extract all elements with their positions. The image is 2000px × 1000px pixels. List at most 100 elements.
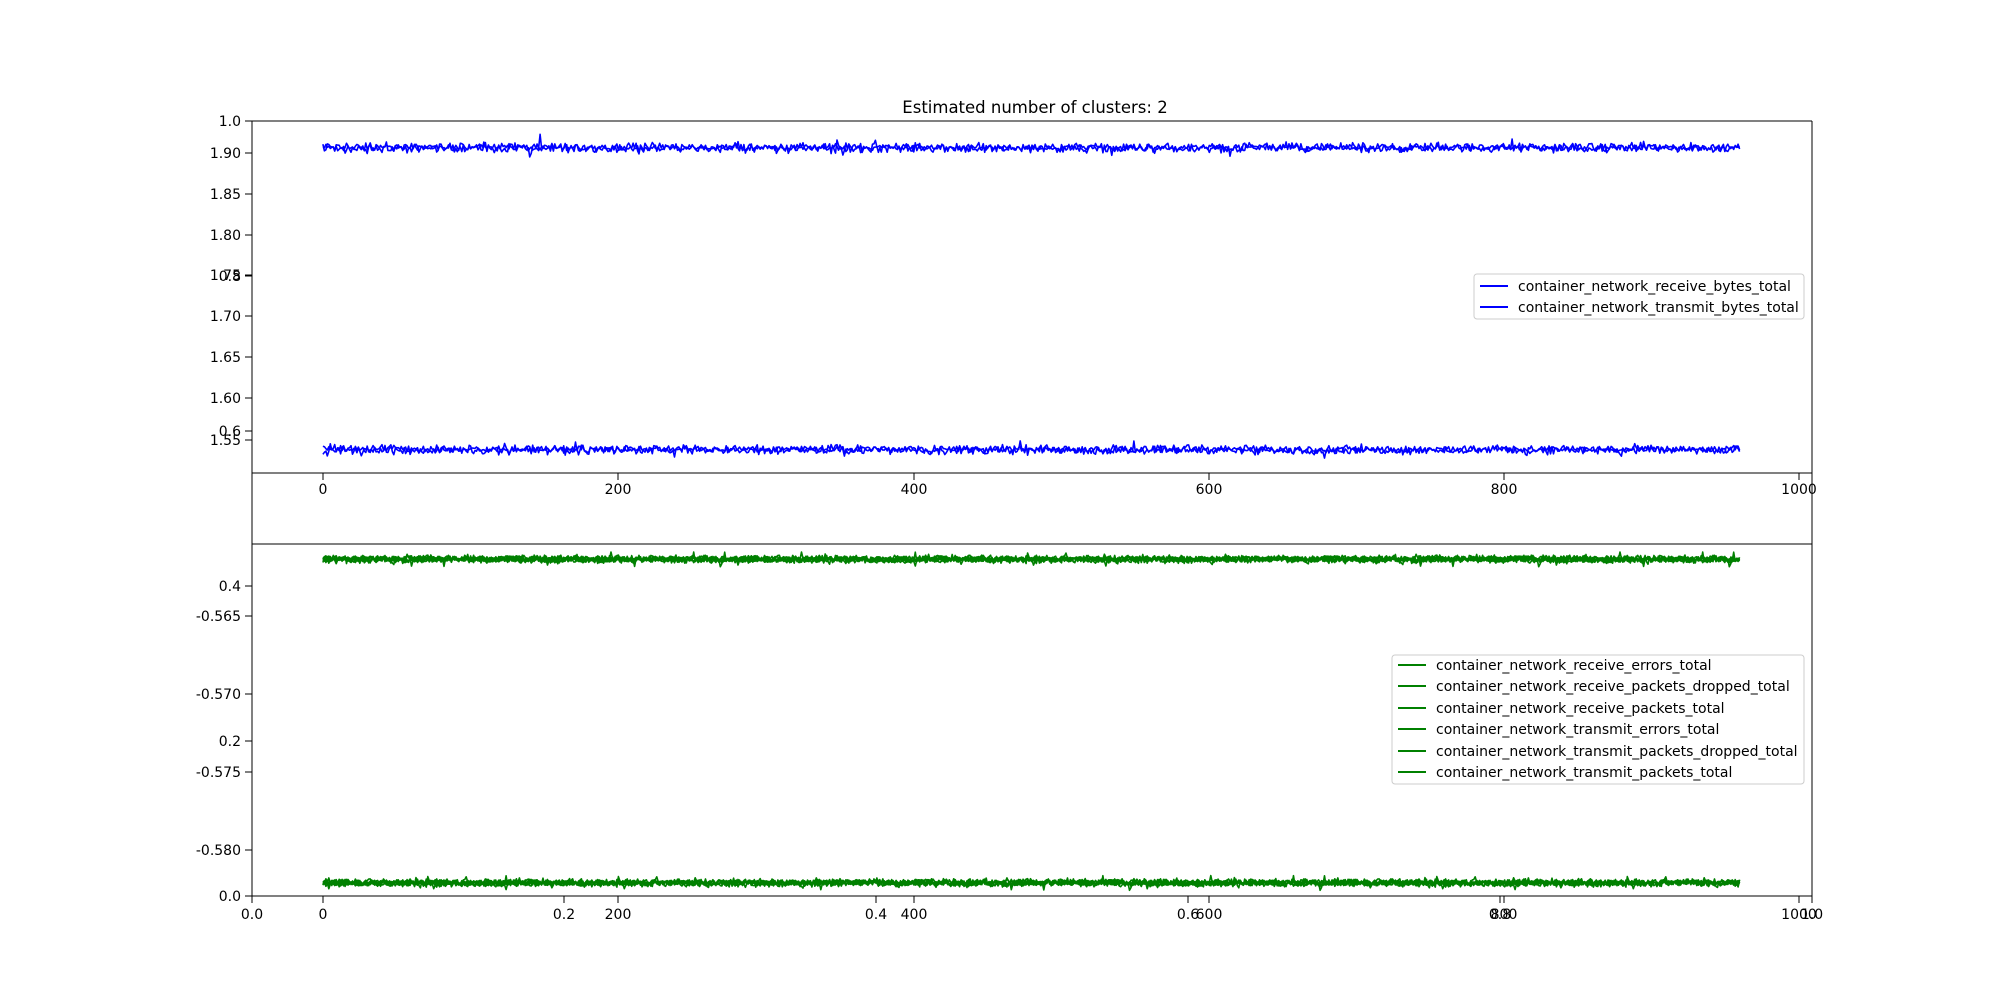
legend-entry: container_network_receive_errors_total [1398, 658, 1712, 674]
figure-x-tick: 1.0 [1801, 896, 1823, 923]
figure-x-tick-label: 0.6 [1177, 907, 1199, 923]
legend-bottom: container_network_receive_errors_total c… [1391, 654, 1805, 785]
y-tick-label: 1.90 [210, 146, 241, 162]
y-tick-label: 1.60 [210, 391, 241, 407]
figure-x-tick-label: 0.8 [1489, 907, 1511, 923]
figure-x-tick: 0.0 [241, 896, 263, 923]
y-tick: -0.575 [196, 765, 252, 781]
legend-label: container_network_receive_bytes_total [1518, 279, 1791, 295]
subplot-top-frame [251, 120, 1813, 474]
series-line-bottom-5-cluster-1 [322, 875, 1741, 892]
subplot-top-x-ticks: 0 200 400 600 800 1000 [319, 473, 1817, 498]
figure-x-tick: 0.4 [865, 896, 887, 923]
y-tick-label: 1.80 [210, 228, 241, 244]
y-tick: 1.75 [210, 268, 252, 284]
legend-label: container_network_transmit_bytes_total [1518, 300, 1799, 316]
figure-x-tick: 0.2 [553, 896, 575, 923]
y-tick-label: 1.65 [210, 350, 241, 366]
figure-y-tick: 0.2 [219, 734, 252, 750]
series-line-top-1-cluster-1 [322, 440, 1741, 459]
y-tick-label: -0.565 [196, 609, 241, 625]
figure-y-ticks: 0.0 0.2 0.4 0.6 0.8 1.0 [219, 114, 252, 905]
legend-top-frame [1473, 273, 1805, 320]
series-line-top-1-cluster-0 [322, 138, 1741, 158]
x-tick-label: 0 [319, 907, 328, 923]
x-tick-label: 400 [901, 482, 928, 498]
y-tick-label: 1.70 [210, 309, 241, 325]
figure-y-tick: 0.0 [219, 889, 252, 905]
y-tick: 1.85 [210, 187, 252, 203]
legend-label: container_network_transmit_errors_total [1436, 722, 1719, 738]
figure-x-tick-label: 0.0 [241, 907, 263, 923]
figure-y-tick-label: 0.4 [219, 579, 241, 595]
x-tick-label: 800 [1491, 907, 1518, 923]
series-line-bottom-4-cluster-1 [322, 874, 1741, 891]
x-tick: 800 [1491, 896, 1518, 923]
x-tick-label: 800 [1491, 482, 1518, 498]
y-tick: 1.60 [210, 391, 252, 407]
y-tick: -0.580 [196, 843, 252, 859]
figure-x-tick: 0.6 [1177, 896, 1199, 923]
legend-bottom-frame [1391, 654, 1805, 785]
figure-x-ticks: 0.0 0.2 0.4 0.6 0.8 1.0 [241, 896, 1823, 923]
legend-label: container_network_receive_errors_total [1436, 658, 1712, 674]
x-tick: 400 [901, 473, 928, 498]
x-tick: 600 [1196, 473, 1223, 498]
y-tick: 1.90 [210, 146, 252, 162]
legend-label: container_network_receive_packets_total [1436, 701, 1725, 717]
legend-label: container_network_transmit_packets_dropp… [1436, 744, 1798, 760]
y-tick: -0.570 [196, 687, 252, 703]
y-tick-label: -0.580 [196, 843, 241, 859]
figure-y-tick-label: 0.6 [219, 424, 241, 440]
x-tick: 800 [1491, 473, 1518, 498]
x-tick-label: 600 [1196, 907, 1223, 923]
x-tick: 400 [901, 896, 928, 923]
y-tick-label: -0.570 [196, 687, 241, 703]
y-tick: -0.565 [196, 609, 252, 625]
y-tick: 1.65 [210, 350, 252, 366]
figure-y-tick-label: 1.0 [219, 114, 241, 130]
legend-entry: container_network_transmit_packets_total [1398, 765, 1732, 781]
x-tick-label: 400 [901, 907, 928, 923]
figure-x-tick-label: 1.0 [1801, 907, 1823, 923]
y-tick-label: 1.75 [210, 268, 241, 284]
subplot-bottom-plot-area [322, 551, 1741, 892]
x-tick: 1000 [1781, 473, 1817, 498]
legend-label: container_network_receive_packets_droppe… [1436, 679, 1790, 695]
figure-y-tick-label: 0.8 [219, 269, 241, 285]
x-tick: 200 [605, 896, 631, 923]
x-tick-label: 1000 [1781, 482, 1817, 498]
figure-x-tick: 0.8 [1489, 896, 1511, 923]
x-tick: 1000 [1781, 896, 1817, 923]
figure-y-tick-label: 0.0 [219, 889, 241, 905]
subplot-bottom-y-ticks: -0.565 -0.570 -0.575 -0.580 [196, 609, 252, 859]
x-tick: 600 [1196, 896, 1223, 923]
legend-entry: container_network_receive_packets_droppe… [1398, 679, 1790, 695]
figure-x-tick-label: 0.4 [865, 907, 887, 923]
x-tick: 0 [319, 896, 328, 923]
legend-entry: container_network_transmit_errors_total [1398, 722, 1719, 738]
legend-entry: container_network_receive_bytes_total [1480, 279, 1791, 295]
x-tick-label: 1000 [1781, 907, 1817, 923]
figure-x-tick-label: 0.2 [553, 907, 575, 923]
y-tick-label: 1.55 [210, 433, 241, 449]
y-tick-label: 1.85 [210, 187, 241, 203]
x-tick-label: 0 [319, 482, 328, 498]
subplot-top: 1.55 1.60 1.65 1.70 1.75 1.80 [210, 120, 1817, 498]
y-tick-label: -0.575 [196, 765, 241, 781]
legend-entry: container_network_transmit_packets_dropp… [1398, 744, 1798, 760]
subplot-bottom-x-ticks: 0 200 400 600 800 1000 [319, 896, 1817, 923]
figure-y-tick: 1.0 [219, 114, 252, 130]
y-tick: 1.55 [210, 433, 252, 449]
legend-entry: container_network_receive_packets_total [1398, 701, 1725, 717]
legend-top: container_network_receive_bytes_total co… [1473, 273, 1805, 320]
x-tick-label: 600 [1196, 482, 1223, 498]
x-tick: 200 [605, 473, 631, 498]
figure-y-tick: 0.4 [219, 579, 252, 595]
legend-entry: container_network_transmit_bytes_total [1480, 300, 1799, 316]
subplot-bottom-frame [251, 543, 1813, 897]
figure-y-tick: 0.8 [219, 269, 252, 285]
subplot-top-y-ticks: 1.55 1.60 1.65 1.70 1.75 1.80 [210, 146, 252, 449]
y-tick: 1.70 [210, 309, 252, 325]
